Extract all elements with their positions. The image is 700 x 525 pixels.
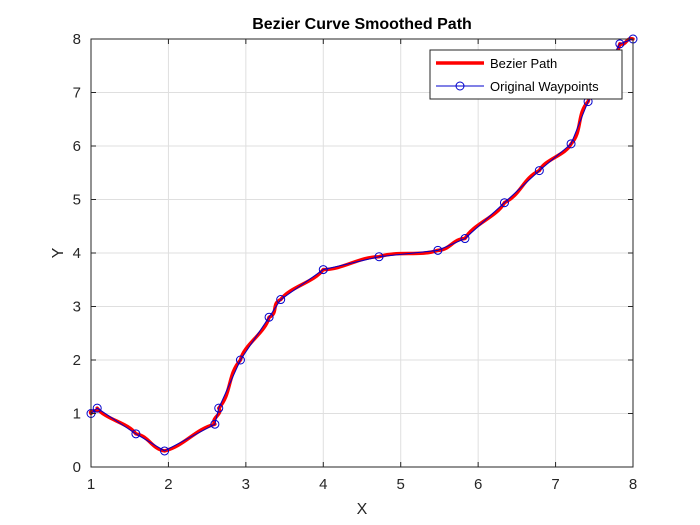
legend-waypoints-label: Original Waypoints: [490, 79, 599, 94]
waypoint-marker: [214, 403, 224, 413]
y-tick-label: 5: [73, 192, 81, 209]
x-tick-label: 5: [397, 476, 405, 493]
y-tick-label: 4: [73, 245, 81, 262]
y-axis-label: Y: [50, 247, 67, 258]
legend-waypoints-marker: [455, 81, 465, 91]
x-tick-label: 7: [551, 476, 559, 493]
y-tick-label: 1: [73, 406, 81, 423]
x-tick-label: 4: [319, 476, 327, 493]
y-tick-label: 3: [73, 299, 81, 316]
legend: Bezier Path Original Waypoints: [429, 49, 623, 100]
waypoint-marker: [210, 419, 220, 429]
x-tick-label: 2: [164, 476, 172, 493]
y-tick-label: 2: [73, 352, 81, 369]
y-tick-label: 7: [73, 85, 81, 102]
waypoint-marker: [460, 234, 470, 244]
legend-bezier-label: Bezier Path: [490, 56, 557, 71]
waypoint-marker: [131, 429, 141, 439]
x-tick-label: 3: [242, 476, 250, 493]
y-tick-label: 8: [73, 31, 81, 48]
waypoint-marker: [276, 295, 286, 305]
ticks: [90, 38, 634, 468]
x-tick-label: 8: [629, 476, 637, 493]
waypoint-marker: [615, 39, 625, 49]
waypoint-marker: [374, 252, 384, 262]
waypoints-line: [90, 38, 634, 452]
waypoint-marker: [318, 265, 328, 275]
waypoint-marker: [534, 166, 544, 176]
legend-box: [429, 49, 623, 100]
waypoint-marker: [160, 446, 170, 456]
waypoint-marker: [92, 403, 102, 413]
chart-title: Bezier Curve Smoothed Path: [252, 16, 472, 33]
x-axis-label: X: [357, 501, 368, 518]
y-tick-label: 6: [73, 138, 81, 155]
x-tick-label: 6: [474, 476, 482, 493]
waypoint-marker: [433, 245, 443, 255]
waypoint-marker: [499, 198, 509, 208]
x-tick-label: 1: [87, 476, 95, 493]
y-tick-label: 0: [73, 459, 81, 476]
waypoint-marker: [566, 139, 576, 149]
waypoint-marker: [235, 355, 245, 365]
waypoint-marker: [264, 312, 274, 322]
